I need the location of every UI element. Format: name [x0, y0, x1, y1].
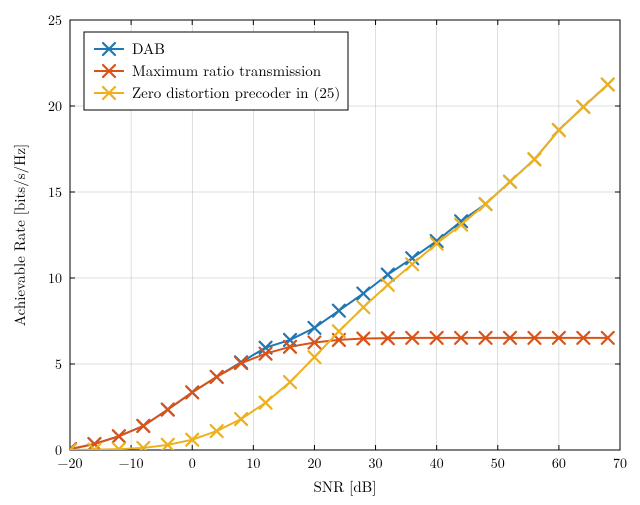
x-tick-label: 60 — [552, 453, 566, 473]
y-tick-label: 5 — [55, 354, 62, 374]
x-tick-label: 40 — [430, 453, 444, 473]
x-axis-title: SNR [dB] — [314, 476, 377, 497]
y-tick-label: 15 — [48, 182, 62, 202]
y-tick-label: 10 — [48, 268, 62, 288]
y-tick-label: 20 — [48, 96, 62, 116]
achievable-rate-vs-snr-chart: −20−100102030405060700510152025SNR [dB]A… — [0, 0, 640, 505]
x-tick-label: 10 — [246, 453, 260, 473]
y-tick-label: 0 — [55, 440, 62, 460]
x-tick-label: 50 — [491, 453, 505, 473]
chart-container: −20−100102030405060700510152025SNR [dB]A… — [0, 0, 640, 505]
x-tick-label: 30 — [369, 453, 383, 473]
y-axis-title: Achievable Rate [bits/s/Hz] — [9, 144, 30, 326]
legend-label: Maximum ratio transmission — [132, 60, 322, 81]
legend-label: Zero distortion precoder in (25) — [132, 82, 340, 103]
legend: DABMaximum ratio transmissionZero distor… — [84, 32, 348, 110]
x-tick-label: 20 — [307, 453, 321, 473]
x-tick-label: 70 — [613, 453, 627, 473]
y-tick-label: 25 — [48, 10, 62, 30]
legend-label: DAB — [132, 38, 165, 59]
x-tick-label: −10 — [119, 453, 144, 473]
x-tick-label: 0 — [189, 453, 196, 473]
